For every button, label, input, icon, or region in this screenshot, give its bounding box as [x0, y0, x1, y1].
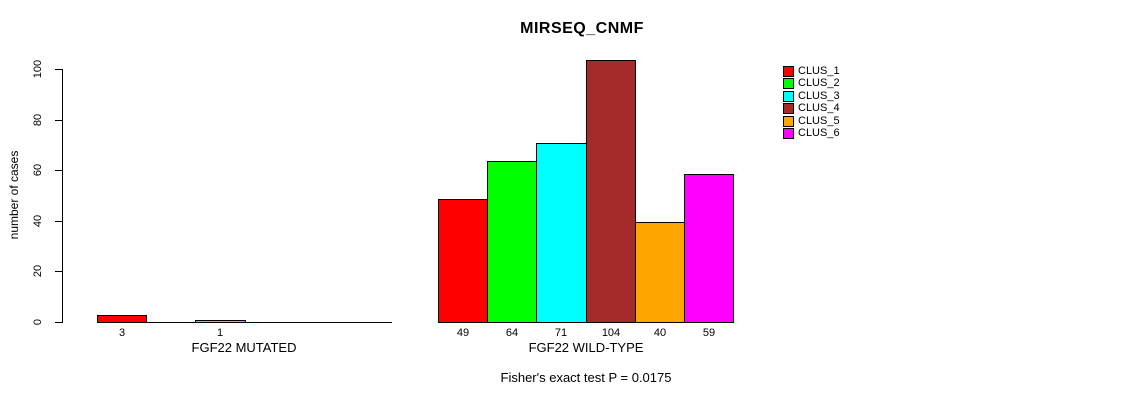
y-axis-tick	[55, 69, 62, 70]
y-axis-tick-label: 100	[32, 59, 44, 79]
y-axis-tick	[55, 271, 62, 272]
legend-swatch-clus_1	[783, 65, 794, 77]
y-axis-tick	[55, 221, 62, 222]
y-axis-tick	[55, 170, 62, 171]
legend-row: CLUS_3	[783, 90, 840, 103]
y-axis-tick	[55, 120, 62, 121]
legend-row: CLUS_4	[783, 103, 840, 116]
bar-value-label: 3	[118, 327, 126, 339]
legend-label: CLUS_3	[798, 89, 840, 102]
legend-label: CLUS_4	[798, 102, 840, 115]
y-axis-tick-label: 0	[32, 318, 44, 326]
group-label-mutated: FGF22 MUTATED	[191, 340, 297, 355]
bar-value-label: 104	[601, 327, 621, 339]
chart-title: MIRSEQ_CNMF	[520, 20, 644, 37]
legend-row: CLUS_2	[783, 78, 840, 91]
bar-value-label: 40	[653, 327, 667, 339]
bar-clus_3-wildtype	[536, 143, 587, 323]
legend-label: CLUS_5	[798, 114, 840, 127]
legend-swatch-clus_6	[783, 128, 794, 140]
y-axis-tick	[55, 322, 62, 323]
bar-clus_6-wildtype	[684, 174, 734, 323]
legend-label: CLUS_2	[798, 77, 840, 90]
bar-value-label: 49	[456, 327, 470, 339]
bar-clus_3-mutated	[195, 320, 246, 323]
legend-swatch-clus_4	[783, 103, 794, 115]
legend-label: CLUS_6	[798, 127, 840, 140]
legend-row: CLUS_1	[783, 65, 840, 78]
y-axis-tick-label: 60	[32, 163, 44, 177]
legend-label: CLUS_1	[798, 64, 840, 77]
bar-clus_1-mutated	[97, 315, 147, 323]
footer-annotation: Fisher's exact test P = 0.0175	[500, 370, 672, 385]
group-label-wildtype: FGF22 WILD-TYPE	[528, 340, 644, 355]
bar-clus_2-wildtype	[487, 161, 537, 323]
bar-value-label: 64	[505, 327, 519, 339]
bar-clus_1-wildtype	[438, 199, 488, 323]
bar-clus_4-wildtype	[586, 60, 636, 323]
legend: CLUS_1 CLUS_2 CLUS_3 CLUS_4 CLUS_5 CLUS_6	[783, 65, 840, 140]
legend-row: CLUS_6	[783, 128, 840, 141]
legend-swatch-clus_3	[783, 90, 794, 102]
bar-value-label: 1	[216, 327, 224, 339]
legend-swatch-clus_5	[783, 115, 794, 127]
y-axis-tick-label: 80	[32, 113, 44, 127]
bar-clus_5-wildtype	[635, 222, 685, 323]
y-axis-line	[62, 69, 63, 323]
bar-value-label: 71	[554, 327, 568, 339]
y-axis-tick-label: 40	[32, 214, 44, 228]
y-axis-tick-label: 20	[32, 264, 44, 278]
legend-swatch-clus_2	[783, 78, 794, 90]
legend-row: CLUS_5	[783, 115, 840, 128]
bar-value-label: 59	[702, 327, 716, 339]
